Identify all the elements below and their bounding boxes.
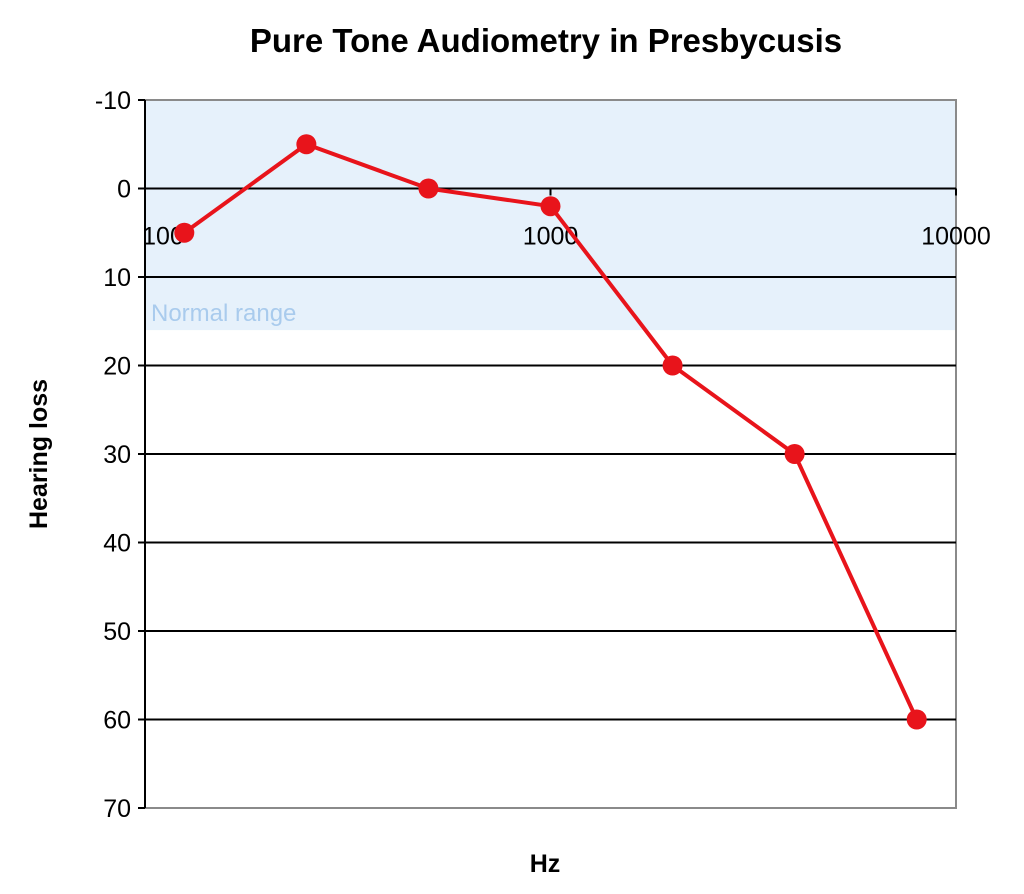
y-tick-label: 20 — [103, 353, 131, 381]
y-tick-label: 40 — [103, 530, 131, 558]
normal-range-label: Normal range — [151, 300, 296, 327]
data-point — [662, 355, 683, 376]
y-axis-ticks: -10 0 10 20 30 40 50 60 70 — [95, 87, 131, 823]
hearing-loss-series — [174, 134, 927, 730]
y-tick-label: 60 — [103, 707, 131, 735]
y-tick-label: 50 — [103, 618, 131, 646]
data-point — [418, 178, 439, 199]
data-point — [174, 222, 195, 243]
y-tick-label: 0 — [117, 176, 131, 204]
y-tick-label: 70 — [103, 795, 131, 823]
x-tick-label: 1000 — [523, 223, 579, 251]
chart-title: Pure Tone Audiometry in Presbycusis — [250, 22, 842, 59]
data-point — [784, 444, 805, 464]
data-point — [540, 196, 561, 217]
y-tick-label: 10 — [103, 264, 131, 292]
data-point — [296, 134, 317, 155]
y-tick-label: 30 — [103, 441, 131, 469]
y-axis-label: Hearing loss — [25, 379, 53, 529]
x-tick-label: 10000 — [921, 223, 991, 251]
x-axis-label: Hz — [530, 850, 561, 878]
gridlines — [138, 99, 956, 809]
y-tick-label: -10 — [95, 87, 131, 115]
data-point — [906, 709, 927, 730]
